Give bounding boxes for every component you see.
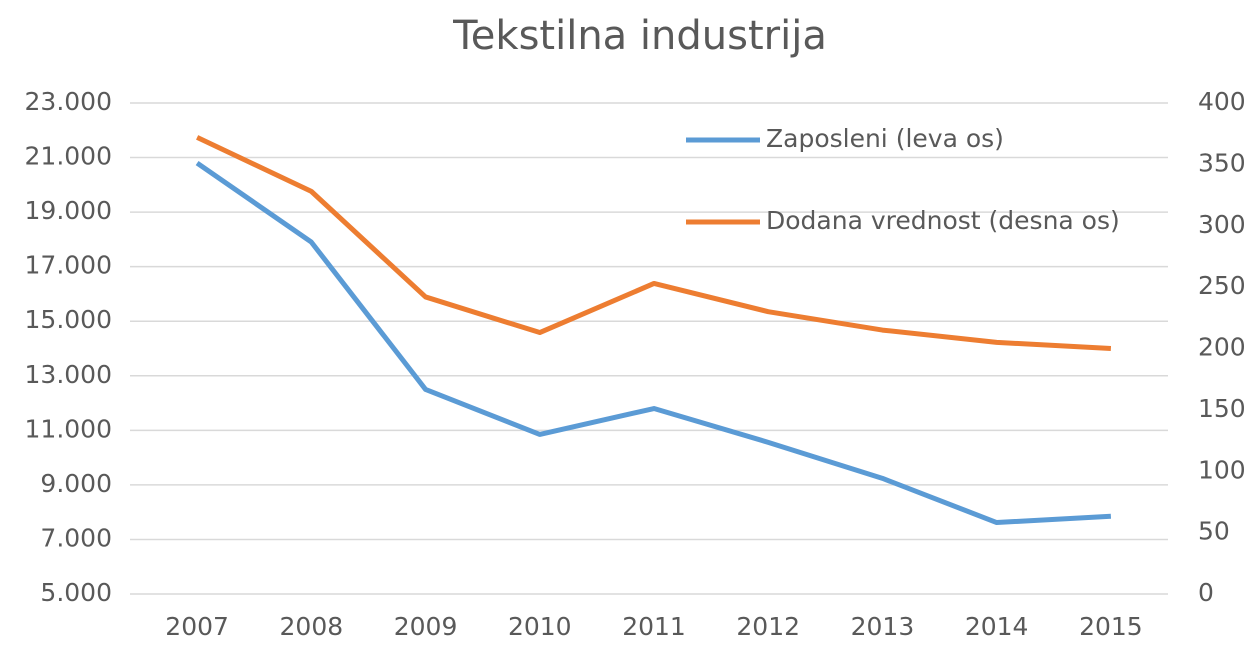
y2-tick-label: 100 xyxy=(1198,455,1246,484)
y-tick-label: 7.000 xyxy=(40,523,112,552)
y-tick-label: 23.000 xyxy=(25,87,112,116)
chart-title: Tekstilna industrija xyxy=(452,13,827,59)
y2-tick-label: 350 xyxy=(1198,148,1246,177)
x-tick-label: 2009 xyxy=(394,612,458,641)
y-tick-label: 21.000 xyxy=(25,142,112,171)
series-line xyxy=(196,135,1112,351)
x-tick-label: 2013 xyxy=(851,612,915,641)
y2-tick-label: 200 xyxy=(1198,333,1246,362)
x-tick-label: 2010 xyxy=(508,612,572,641)
x-tick-label: 2008 xyxy=(280,612,344,641)
y2-tick-label: 400 xyxy=(1198,87,1246,116)
legend-label: Zaposleni (leva os) xyxy=(766,124,1004,153)
x-tick-label: 2015 xyxy=(1079,612,1143,641)
y2-tick-label: 50 xyxy=(1198,517,1230,546)
y2-tick-label: 300 xyxy=(1198,210,1246,239)
y-tick-label: 11.000 xyxy=(25,414,112,443)
y-tick-label: 19.000 xyxy=(25,196,112,225)
y-tick-label: 17.000 xyxy=(25,251,112,280)
x-tick-label: 2012 xyxy=(736,612,800,641)
x-tick-label: 2014 xyxy=(965,612,1029,641)
x-tick-label: 2007 xyxy=(165,612,229,641)
y-tick-label: 15.000 xyxy=(25,305,112,334)
y2-tick-label: 0 xyxy=(1198,578,1214,607)
y2-tick-label: 250 xyxy=(1198,271,1246,300)
y2-tick-label: 150 xyxy=(1198,394,1246,423)
legend-label: Dodana vrednost (desna os) xyxy=(766,206,1120,235)
y-tick-label: 9.000 xyxy=(40,469,112,498)
y-tick-label: 13.000 xyxy=(25,360,112,389)
y-tick-label: 5.000 xyxy=(40,578,112,607)
series-line xyxy=(195,160,1112,526)
x-tick-label: 2011 xyxy=(622,612,686,641)
